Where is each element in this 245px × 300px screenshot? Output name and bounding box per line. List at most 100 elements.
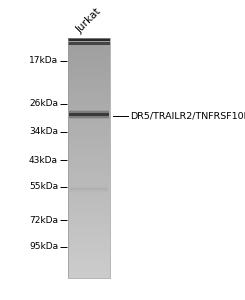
Bar <box>68 52 110 53</box>
Bar <box>68 217 110 218</box>
Bar <box>68 49 110 50</box>
Bar <box>68 46 110 47</box>
Bar <box>68 53 110 54</box>
Bar <box>68 87 110 88</box>
Bar <box>68 66 110 67</box>
Bar <box>68 243 110 244</box>
Bar <box>68 171 110 172</box>
Bar <box>68 135 110 136</box>
Bar <box>68 99 110 100</box>
Bar <box>68 106 110 107</box>
Bar <box>68 148 110 149</box>
Bar <box>68 111 110 112</box>
Bar <box>68 132 110 133</box>
Text: 43kDa: 43kDa <box>29 156 58 165</box>
Bar <box>68 80 110 81</box>
Bar <box>68 174 110 175</box>
Bar <box>68 172 110 173</box>
Bar <box>68 123 110 124</box>
Bar <box>68 160 110 161</box>
Bar <box>68 260 110 261</box>
Bar <box>68 96 110 97</box>
Bar <box>68 67 110 68</box>
Bar <box>68 40 110 41</box>
Bar <box>68 277 110 278</box>
Bar <box>68 94 110 95</box>
Bar <box>68 109 110 110</box>
Text: DR5/TRAILR2/TNFRSF10B: DR5/TRAILR2/TNFRSF10B <box>130 112 245 121</box>
Bar <box>68 205 110 206</box>
Bar <box>68 102 110 103</box>
Bar <box>68 73 110 74</box>
Text: Jurkat: Jurkat <box>75 6 104 35</box>
Bar <box>68 42 110 43</box>
Bar <box>68 184 110 185</box>
Bar <box>68 63 110 64</box>
Bar <box>68 133 110 134</box>
Bar <box>68 198 110 199</box>
Bar <box>68 161 110 162</box>
Bar <box>68 266 110 267</box>
Bar <box>68 269 110 270</box>
Bar <box>68 177 110 178</box>
Bar <box>68 97 110 98</box>
Bar <box>68 220 110 221</box>
Text: 17kDa: 17kDa <box>29 56 58 65</box>
Bar <box>68 275 110 276</box>
Bar <box>68 210 110 211</box>
Bar <box>68 195 110 196</box>
Bar <box>68 38 110 39</box>
Bar <box>68 194 110 195</box>
Bar <box>68 170 110 171</box>
Bar <box>68 230 110 231</box>
Bar <box>68 165 110 166</box>
Bar <box>68 129 110 130</box>
Bar <box>68 197 110 198</box>
Bar <box>68 167 110 168</box>
Bar <box>68 119 110 120</box>
Bar <box>68 38 110 278</box>
Bar <box>68 253 110 254</box>
Bar <box>68 209 110 210</box>
Bar <box>68 162 110 163</box>
Bar <box>68 256 110 257</box>
Bar <box>68 103 110 104</box>
Bar <box>68 136 110 137</box>
Bar <box>69 112 109 116</box>
Bar <box>68 169 110 170</box>
Bar <box>68 232 110 233</box>
Bar <box>68 249 110 250</box>
Bar <box>68 55 110 56</box>
Bar <box>68 242 110 243</box>
Bar <box>68 149 110 150</box>
Bar <box>68 51 110 52</box>
Bar <box>68 105 110 106</box>
Bar <box>68 122 110 123</box>
Bar <box>68 100 110 101</box>
Bar <box>68 57 110 58</box>
Bar <box>68 273 110 274</box>
Bar <box>68 214 110 215</box>
Bar <box>68 71 110 72</box>
Bar <box>68 180 110 181</box>
Bar <box>68 41 110 42</box>
Bar <box>68 218 110 219</box>
Bar <box>68 121 110 122</box>
Bar <box>68 236 110 237</box>
Bar <box>68 145 110 146</box>
Bar <box>68 79 110 80</box>
Bar <box>68 176 110 177</box>
Bar <box>68 60 110 61</box>
Bar <box>68 200 110 201</box>
Bar <box>68 202 110 203</box>
Text: 34kDa: 34kDa <box>29 127 58 136</box>
Bar <box>68 45 110 46</box>
Bar <box>68 263 110 264</box>
Bar <box>68 118 110 119</box>
Bar <box>68 228 110 229</box>
Bar <box>68 72 110 73</box>
Bar <box>68 178 110 179</box>
Bar <box>68 258 110 259</box>
Bar <box>68 152 110 153</box>
Bar <box>68 257 110 258</box>
